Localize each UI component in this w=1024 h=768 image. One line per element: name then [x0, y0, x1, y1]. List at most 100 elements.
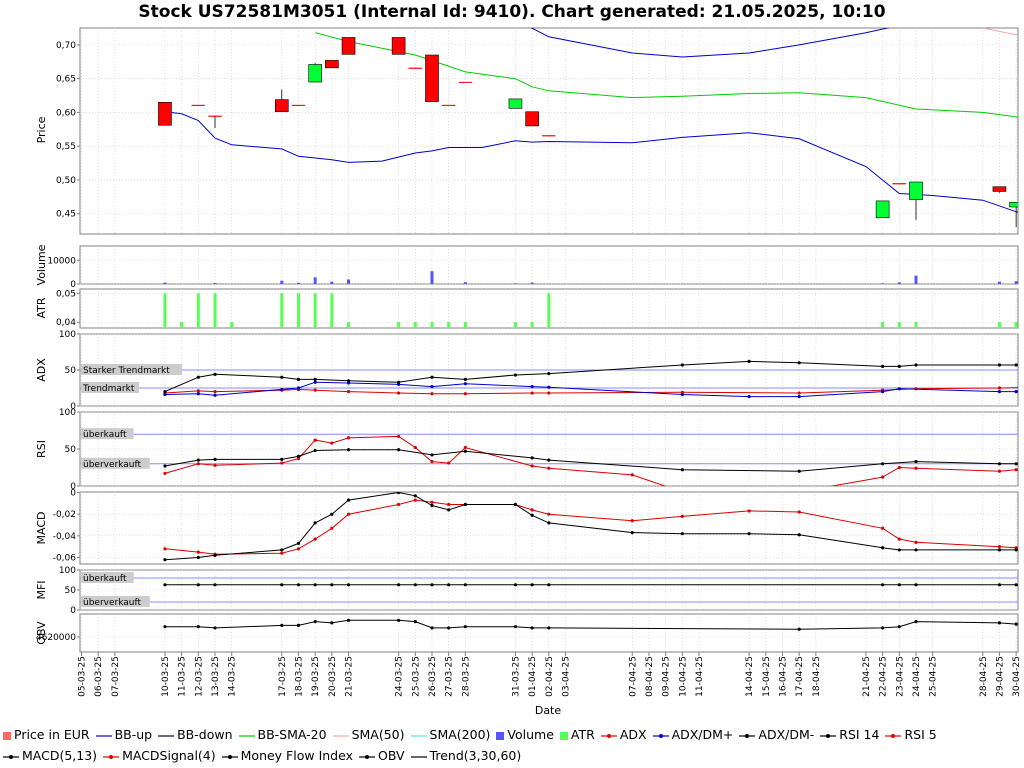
rsi5-point [630, 473, 634, 477]
macd-signal-line [164, 499, 1018, 555]
obv-point [413, 620, 417, 624]
legend-item: ADX/DM- [739, 724, 814, 745]
bb-up-series [530, 28, 890, 58]
rsi5-point [897, 465, 901, 470]
y-tick-label: 4620000 [36, 633, 76, 643]
macd-point [530, 513, 534, 517]
x-tick-label: 14-03-25 [228, 656, 238, 697]
adx-dm-minus-point [897, 364, 901, 368]
volume-bar [330, 281, 334, 284]
macd-series [163, 492, 1018, 562]
adx-dm-minus-point [680, 363, 684, 367]
rsi5-point [914, 466, 918, 470]
x-tick-label: 27-03-25 [445, 656, 455, 697]
rsi5-point [313, 438, 317, 442]
obv-point [280, 623, 284, 628]
adx-dm-minus-point [1014, 363, 1018, 367]
macd-point [547, 521, 551, 525]
atr-bar [347, 321, 351, 328]
rsi14-point [530, 456, 534, 460]
obv-point [881, 626, 885, 630]
adx-point [797, 391, 801, 395]
y-tick-label: 0,05 [56, 289, 76, 299]
obv-point [213, 626, 217, 630]
obv-point [1014, 622, 1018, 626]
y-tick-label: 0,55 [56, 142, 76, 152]
x-tick-label: 14-04-25 [745, 656, 755, 697]
rsi14-point [346, 448, 351, 452]
adx-point [397, 391, 401, 395]
x-axis: 05-03-25 06-03-25 07-03-25 10-03-25 11-03-25… [78, 652, 1022, 717]
legend-item: BB-down [158, 724, 233, 745]
macd-signal-point [630, 519, 634, 523]
macd-point [463, 502, 467, 507]
legend-label: BB-up [114, 727, 153, 742]
rsi14-point [797, 469, 801, 473]
x-tick-label: 29-04-25 [995, 656, 1005, 697]
rsi5-series [163, 434, 1018, 486]
candle-body [408, 67, 422, 69]
y-tick-label: 0 [70, 489, 76, 499]
candle-body [1009, 201, 1018, 208]
x-tick-label: 24-03-25 [395, 656, 405, 697]
atr-bar [330, 293, 334, 328]
legend-item: RSI 14 [820, 724, 879, 745]
volume-bar [213, 283, 217, 284]
adx-dm-minus-point [346, 379, 351, 383]
candle-body [208, 115, 222, 117]
atr-bar [313, 293, 317, 328]
x-tick-label: 26-03-25 [428, 656, 438, 697]
legend-label: SMA(200) [429, 727, 491, 742]
obv-point [897, 625, 901, 629]
mfi-point [530, 583, 534, 587]
macd-signal-point [313, 537, 317, 541]
x-tick-label: 25-03-25 [411, 656, 421, 697]
adx-dm-plus-point [196, 392, 200, 396]
volume-bar [897, 282, 901, 284]
legend-item: BB-SMA-20 [238, 724, 327, 745]
mfi-point [413, 583, 417, 587]
x-tick-label: 24-04-25 [912, 656, 922, 697]
legend-swatch [358, 754, 375, 759]
legend-label: RSI 14 [839, 727, 880, 742]
macd-point [296, 541, 301, 546]
candle-body [442, 104, 456, 106]
obv-point [997, 621, 1002, 625]
legend-label: ADX/DM+ [671, 727, 734, 742]
y-tick-label: 0,70 [56, 41, 76, 51]
mfi-point [346, 583, 351, 587]
obv-line [164, 619, 1018, 630]
panel-atr: 0,04 0,05 ATR [35, 288, 1019, 329]
adx-point [313, 388, 317, 392]
x-tick-label: 11-03-25 [178, 656, 188, 697]
adx-dm-minus-point [797, 361, 801, 365]
legend-item: SMA(50) [332, 724, 405, 745]
obv-point [397, 618, 401, 622]
y-tick-label: -0,02 [53, 510, 76, 520]
candle-body [875, 200, 890, 219]
candle-body [542, 135, 556, 137]
adx-dm-plus-point [680, 392, 684, 397]
mfi-point [881, 583, 885, 587]
macd-signal-series [163, 498, 1018, 556]
adx-point [213, 390, 217, 394]
legend-swatch [600, 733, 617, 738]
macd-signal-point [680, 514, 684, 518]
atr-bar [547, 293, 551, 328]
adx-dm-minus-line [164, 360, 1018, 393]
rsi5-point [397, 434, 401, 439]
x-tick-label: 22-04-25 [879, 656, 889, 697]
mfi-point [330, 583, 334, 587]
y-tick-label: -0,04 [53, 532, 77, 542]
obv-point [296, 623, 301, 628]
legend-label: OBV [377, 748, 405, 763]
y-tick-label: 0 [70, 280, 76, 290]
bb-sma20-series [315, 32, 1018, 118]
rsi14-point [1014, 462, 1018, 466]
macd-point [630, 531, 634, 535]
y-tick-label: 0,60 [56, 108, 76, 118]
macd-point [680, 532, 684, 536]
rsi5-point [1014, 468, 1018, 472]
obv-point [797, 627, 801, 631]
mfi-point [296, 583, 301, 587]
